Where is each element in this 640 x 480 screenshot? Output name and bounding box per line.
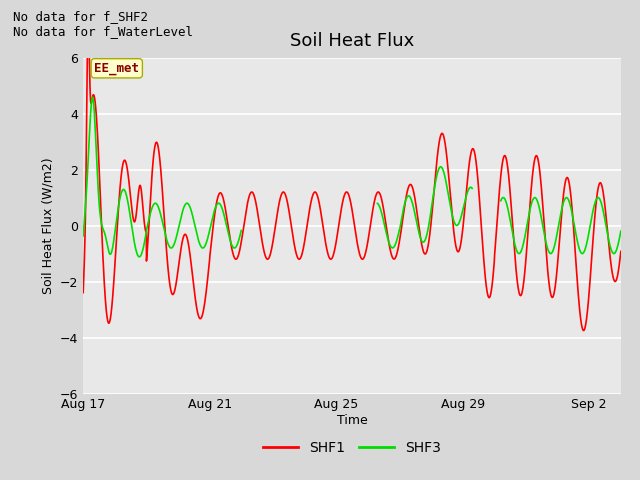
- Line: SHF1: SHF1: [83, 44, 621, 331]
- SHF1: [399, 219, 406, 225]
- SHF3: [79, 233, 87, 239]
- Line: SHF3: SHF3: [83, 97, 621, 257]
- SHF1: [617, 249, 625, 254]
- SHF3: [584, 237, 591, 243]
- SHF3: [399, 212, 406, 217]
- SHF1: [358, 256, 366, 262]
- SHF3: [525, 214, 532, 219]
- Title: Soil Heat Flux: Soil Heat Flux: [290, 33, 414, 50]
- SHF1: [79, 290, 87, 296]
- Legend: SHF1, SHF3: SHF1, SHF3: [258, 435, 446, 461]
- SHF3: [447, 206, 455, 212]
- SHF3: [617, 228, 625, 234]
- Y-axis label: Soil Heat Flux (W/m2): Soil Heat Flux (W/m2): [42, 157, 54, 294]
- X-axis label: Time: Time: [337, 414, 367, 427]
- SHF1: [584, 307, 591, 312]
- SHF1: [525, 221, 532, 227]
- SHF1: [84, 41, 92, 47]
- SHF1: [558, 205, 566, 211]
- SHF1: [447, 199, 455, 205]
- Text: EE_met: EE_met: [94, 62, 140, 75]
- SHF3: [558, 204, 566, 210]
- Text: No data for f_SHF2
No data for f_WaterLevel: No data for f_SHF2 No data for f_WaterLe…: [13, 10, 193, 37]
- SHF1: [580, 328, 588, 334]
